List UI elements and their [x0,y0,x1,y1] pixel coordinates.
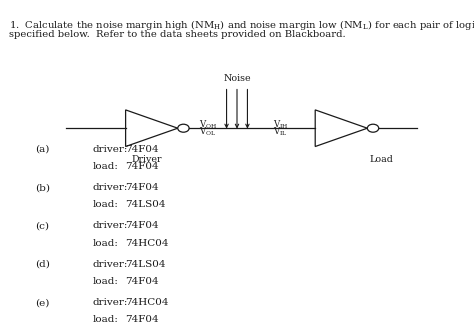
Text: driver:: driver: [92,221,128,230]
Text: Driver: Driver [132,155,162,164]
Text: 74F04: 74F04 [126,315,159,324]
Text: (b): (b) [36,183,51,192]
Text: 74LS04: 74LS04 [126,200,166,209]
Text: 74F04: 74F04 [126,162,159,171]
Text: load:: load: [92,239,118,248]
Text: Noise: Noise [223,74,251,83]
Text: 74HC04: 74HC04 [126,298,169,307]
Text: V$_\mathregular{OL}$: V$_\mathregular{OL}$ [199,126,216,138]
Text: (d): (d) [36,260,50,269]
Text: 74LS04: 74LS04 [126,260,166,269]
Text: V$_\mathregular{IH}$: V$_\mathregular{IH}$ [273,118,288,131]
Text: driver:: driver: [92,145,128,154]
Text: load:: load: [92,200,118,209]
Text: V$_\mathregular{IL}$: V$_\mathregular{IL}$ [273,126,287,138]
Text: driver:: driver: [92,260,128,269]
Text: load:: load: [92,277,118,286]
Text: 74F04: 74F04 [126,145,159,154]
Text: (e): (e) [36,298,50,307]
Text: Load: Load [369,155,393,164]
Text: 74F04: 74F04 [126,277,159,286]
Text: load:: load: [92,162,118,171]
Text: V$_\mathregular{OH}$: V$_\mathregular{OH}$ [199,118,217,131]
Text: 1.  Calculate the noise margin high (NM$_\mathregular{H}$) and noise margin low : 1. Calculate the noise margin high (NM$_… [9,18,474,32]
Text: 74F04: 74F04 [126,221,159,230]
Text: (a): (a) [36,145,50,154]
Text: 74F04: 74F04 [126,183,159,192]
Text: (c): (c) [36,221,50,230]
Text: load:: load: [92,315,118,324]
Text: driver:: driver: [92,183,128,192]
Text: driver:: driver: [92,298,128,307]
Text: specified below.  Refer to the data sheets provided on Blackboard.: specified below. Refer to the data sheet… [9,30,346,39]
Text: 74HC04: 74HC04 [126,239,169,248]
